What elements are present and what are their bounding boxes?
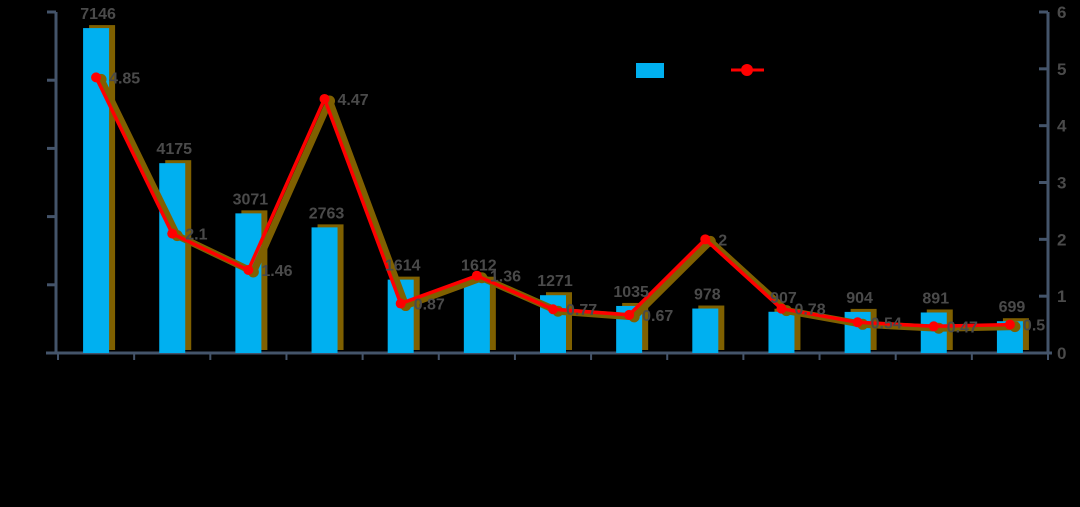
line-value-label: 0.47 xyxy=(947,319,978,336)
line-value-label: 0.77 xyxy=(566,302,597,319)
bar-value-label: 1271 xyxy=(537,273,573,290)
bar xyxy=(692,308,719,353)
bar xyxy=(920,312,947,353)
bar-value-label: 978 xyxy=(694,287,721,304)
bar-value-label: 891 xyxy=(922,290,949,307)
legend-bar-swatch xyxy=(636,63,664,78)
line-value-label: 1.36 xyxy=(490,269,521,286)
right-axis-tick-label: 1 xyxy=(1057,287,1066,306)
line-marker xyxy=(928,321,939,332)
line-value-label: 2 xyxy=(718,232,727,249)
bar xyxy=(159,163,186,353)
line-value-label: 1.46 xyxy=(261,263,292,280)
line-marker xyxy=(243,265,254,276)
line-marker xyxy=(1004,319,1015,330)
line-marker xyxy=(395,298,406,309)
right-axis-tick-label: 0 xyxy=(1057,344,1066,363)
bar-value-label: 7146 xyxy=(80,6,116,23)
line-value-label: 0.87 xyxy=(414,297,445,314)
line-marker xyxy=(548,304,558,315)
right-axis-tick-label: 6 xyxy=(1057,3,1066,22)
right-axis-tick-label: 3 xyxy=(1057,174,1066,193)
line-value-label: 0.78 xyxy=(794,302,825,319)
right-axis-tick-label: 4 xyxy=(1057,117,1067,136)
bar xyxy=(235,213,262,353)
bar-value-label: 1614 xyxy=(385,258,421,275)
bar-value-label: 3071 xyxy=(233,191,269,208)
line-marker xyxy=(776,303,787,314)
right-axis-tick-label: 5 xyxy=(1057,60,1066,79)
bar xyxy=(463,279,490,353)
bar-value-label: 907 xyxy=(770,290,797,307)
line-marker xyxy=(624,309,635,320)
legend-line-marker-swatch xyxy=(741,64,753,76)
bar-value-label: 2763 xyxy=(309,205,345,222)
bar xyxy=(311,227,338,353)
line-value-label: 0.54 xyxy=(871,315,902,332)
bar-value-label: 1035 xyxy=(613,284,649,301)
line-value-label: 4.47 xyxy=(338,92,369,109)
bar-value-label: 4175 xyxy=(156,141,192,158)
bar-value-label: 699 xyxy=(999,299,1026,316)
line-value-label: 0.5 xyxy=(1023,318,1045,335)
line-marker xyxy=(852,317,863,328)
line-value-label: 0.67 xyxy=(642,308,673,325)
bar-value-label: 904 xyxy=(846,290,873,307)
line-marker xyxy=(700,234,711,245)
line-marker xyxy=(91,72,102,83)
bar xyxy=(768,311,795,353)
line-marker xyxy=(471,270,482,281)
line-value-label: 2.1 xyxy=(185,227,207,244)
line-marker xyxy=(319,93,330,104)
bar-value-label: 1612 xyxy=(461,258,497,275)
line-value-label: 4.85 xyxy=(109,70,140,87)
right-axis-tick-label: 2 xyxy=(1057,230,1066,249)
line-marker xyxy=(167,228,178,239)
